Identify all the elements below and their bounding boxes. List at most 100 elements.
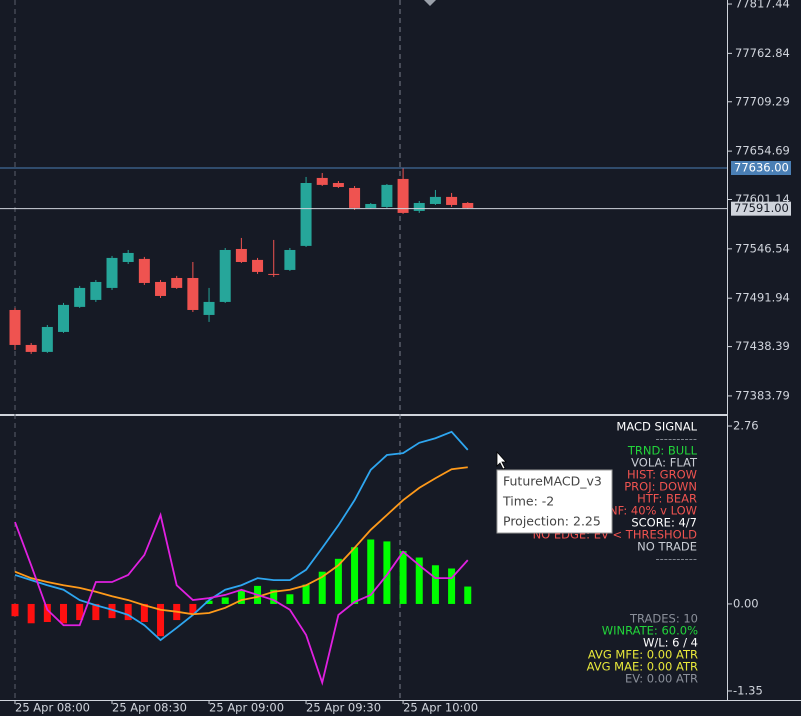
marker [424, 0, 436, 6]
indicator-line [14, 512, 469, 686]
histogram-bar [334, 558, 342, 604]
candle-body [106, 257, 118, 288]
stats-line: AVG MFE: 0.00 ATR [588, 648, 698, 662]
candle-body [90, 281, 102, 300]
candle-body [203, 301, 215, 315]
signal-title: MACD SIGNAL [616, 420, 697, 434]
candle-body [397, 178, 409, 213]
candle-body [268, 273, 280, 275]
histogram-bar [124, 603, 132, 621]
histogram-bar [399, 551, 407, 604]
histogram-bar [108, 603, 116, 619]
signal-line: VOLA: FLAT [631, 456, 698, 470]
y-tick-label: 77654.69 [735, 144, 790, 158]
candle-body [413, 202, 425, 211]
candle-body [155, 281, 167, 296]
signal-line: CONF: 40% v LOW [592, 504, 697, 518]
indicator-line [14, 430, 469, 642]
candle-body [446, 196, 458, 205]
stats-line: WINRATE: 60.0% [602, 624, 698, 638]
histogram-bar [43, 603, 51, 622]
histogram-bar [27, 603, 35, 624]
signal-line: ---------- [656, 552, 698, 566]
histogram-bar [205, 600, 213, 604]
y-tick-label: 77546.54 [735, 241, 790, 255]
candle-body [235, 248, 247, 262]
y-tick-label: 77491.94 [735, 291, 790, 305]
x-tick-label: 25 Apr 08:00 [15, 701, 90, 715]
signal-line: ---------- [656, 432, 698, 446]
y-tick-label: 77383.79 [735, 388, 790, 402]
histogram-bar [76, 603, 84, 621]
histogram-bar [464, 586, 472, 604]
x-tick-label: 25 Apr 09:30 [306, 701, 381, 715]
tooltip-title: FutureMACD_v3 [503, 474, 602, 489]
histogram-bar [157, 603, 165, 637]
histogram-bar [448, 568, 456, 604]
y-tick-label: 2.76 [733, 419, 759, 433]
candle-body [138, 258, 150, 283]
histogram-bar [221, 597, 229, 604]
candle-body [300, 183, 312, 246]
y-tick-label: 77762.84 [735, 46, 790, 60]
histogram-bar [431, 565, 439, 604]
candle-body [316, 177, 328, 185]
stats-line: AVG MAE: 0.00 ATR [587, 660, 698, 674]
candle-body [252, 259, 264, 272]
price-label: 77636.00 [734, 161, 789, 175]
histogram-bar [318, 571, 326, 604]
histogram-bar [140, 603, 148, 622]
y-tick-label: 77438.39 [735, 339, 790, 353]
candle-body [58, 304, 70, 332]
histogram-bar [415, 557, 423, 604]
candle-body [462, 202, 474, 208]
price-label: 77591.00 [734, 201, 789, 215]
histogram-bar [11, 603, 19, 617]
stats-line: W/L: 6 / 4 [643, 636, 698, 650]
candle-body [74, 287, 86, 307]
tooltip-box [496, 469, 613, 534]
signal-line: SCORE: 4/7 [631, 516, 697, 530]
tooltip-line: Projection: 2.25 [503, 514, 601, 529]
price-label-box [731, 201, 791, 216]
candle-body [122, 252, 134, 262]
signal-line: HIST: GROW [627, 468, 697, 482]
candle-body [219, 249, 231, 302]
candle-body [171, 277, 183, 288]
y-tick-label: 0.00 [733, 596, 759, 610]
histogram-bar [351, 547, 359, 604]
y-tick-label: -1.35 [733, 683, 763, 697]
y-tick-label: 77817.44 [735, 0, 790, 11]
candle-body [381, 184, 393, 207]
histogram-bar [286, 594, 294, 604]
signal-line: PROJ: DOWN [624, 480, 697, 494]
stats-line: TRADES: 10 [629, 612, 698, 626]
histogram-bar [383, 541, 391, 604]
candle-body [25, 344, 37, 352]
candle-body [284, 249, 296, 270]
candle-body [429, 196, 441, 204]
tooltip-line: Time: -2 [502, 494, 554, 509]
candle-body [332, 183, 344, 187]
candle-body [187, 277, 199, 310]
indicator-line [14, 466, 468, 616]
signal-line: NO TRADE [637, 540, 697, 554]
signal-line: TRND: BULL [627, 444, 698, 458]
x-tick-label: 25 Apr 09:00 [209, 701, 284, 715]
candle-body [41, 326, 53, 352]
signal-line: HTF: BEAR [637, 492, 697, 506]
histogram-bar [92, 603, 100, 621]
cursor [496, 450, 507, 470]
histogram-bar [237, 589, 245, 604]
candle-body [365, 203, 377, 208]
histogram-bar [270, 589, 278, 604]
y-tick-label: 77709.29 [735, 94, 790, 108]
histogram-bar [302, 584, 310, 604]
histogram-bar [189, 603, 197, 614]
candle-body [9, 309, 21, 345]
x-tick-label: 25 Apr 08:30 [112, 701, 187, 715]
x-tick-label: 25 Apr 10:00 [403, 701, 478, 715]
candle-body [349, 187, 361, 208]
